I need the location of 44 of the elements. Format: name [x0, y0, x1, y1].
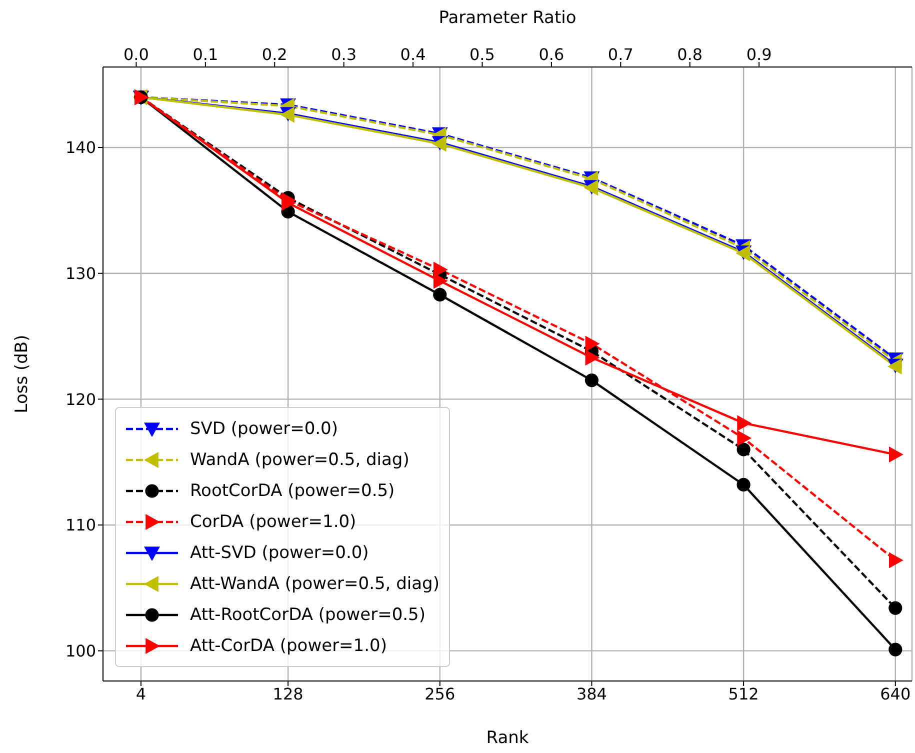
x2-tick-label: 0.3 — [331, 45, 357, 64]
point — [585, 336, 600, 352]
legend-label: RootCorDA (power=0.5) — [190, 480, 395, 500]
x2-tick-label: 0.1 — [192, 45, 218, 64]
point — [888, 552, 904, 568]
point — [433, 288, 447, 302]
x-tick-label: 384 — [576, 684, 607, 704]
x2-axis-title: Parameter Ratio — [438, 8, 576, 28]
y-tick-label: 140 — [65, 138, 96, 158]
x-axis-title: Rank — [486, 728, 529, 748]
legend-label: Att-CorDA (power=1.0) — [190, 636, 387, 656]
point — [737, 430, 752, 446]
point — [736, 442, 750, 456]
point — [584, 373, 599, 388]
x-tick-label: 256 — [424, 684, 456, 704]
x2-tick-label: 0.2 — [262, 45, 288, 64]
x2-tick-label: 0.0 — [123, 45, 149, 64]
legend-label: Att-RootCorDA (power=0.5) — [190, 604, 426, 624]
x-tick-label: 512 — [728, 684, 759, 704]
legend-label: Att-WandA (power=0.5, diag) — [190, 574, 440, 594]
point — [888, 446, 904, 463]
point — [888, 642, 902, 656]
x2-tick-label: 0.7 — [608, 45, 634, 64]
x-tick-label: 128 — [272, 684, 304, 704]
point — [737, 415, 752, 432]
x2-tick-label: 0.6 — [538, 45, 564, 64]
y-tick-label: 130 — [65, 264, 96, 284]
x-tick-label: 640 — [880, 684, 911, 704]
x-tick-label: 4 — [136, 684, 146, 704]
y-tick-label: 100 — [65, 641, 96, 660]
x2-tick-label: 0.4 — [400, 45, 426, 64]
legend-label: WandA (power=0.5, diag) — [190, 450, 410, 470]
point — [888, 601, 902, 615]
x2-tick-label: 0.8 — [677, 45, 703, 64]
y-axis-title: Loss (dB) — [12, 334, 32, 414]
y-tick-label: 110 — [65, 516, 96, 535]
legend-label: Att-SVD (power=0.0) — [190, 542, 369, 562]
y-tick-label: 120 — [65, 390, 96, 409]
legend-label: SVD (power=0.0) — [190, 418, 338, 438]
x2-tick-label: 0.9 — [746, 45, 772, 64]
x2-tick-label: 0.5 — [470, 45, 495, 64]
point — [736, 478, 750, 492]
legend-label: CorDA (power=1.0) — [190, 512, 356, 532]
point — [585, 350, 600, 366]
